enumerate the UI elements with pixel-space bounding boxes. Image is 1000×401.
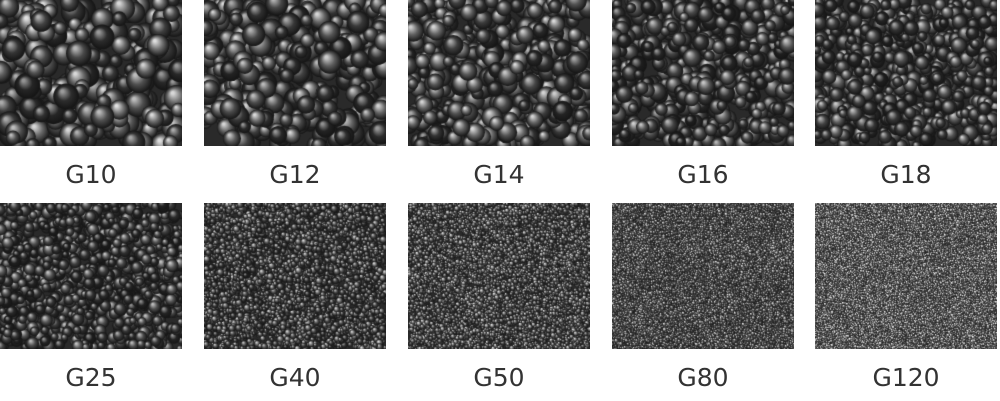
- grit-sample: G80: [612, 203, 794, 392]
- grit-sample-photo: [612, 203, 794, 349]
- grit-sample: G18: [815, 0, 997, 189]
- grit-sample-label: G14: [473, 160, 525, 189]
- grit-sample-photo: [612, 0, 794, 146]
- grit-sample-photo: [204, 0, 386, 146]
- grit-sample-photo: [204, 203, 386, 349]
- grit-sample: G120: [815, 203, 997, 392]
- grit-sample-label: G50: [473, 363, 525, 392]
- grit-sample-photo: [815, 0, 997, 146]
- grit-sample-photo: [408, 203, 590, 349]
- grit-sample-label: G10: [65, 160, 117, 189]
- grit-sample-photo: [0, 0, 182, 146]
- grit-sample: G16: [612, 0, 794, 189]
- grit-sample-label: G25: [65, 363, 117, 392]
- grit-sample-photo: [815, 203, 997, 349]
- grit-sample-label: G18: [880, 160, 932, 189]
- grit-sample: G14: [408, 0, 590, 189]
- grit-sample-photo: [408, 0, 590, 146]
- grit-sample: G50: [408, 203, 590, 392]
- grit-sample: G40: [204, 203, 386, 392]
- grit-sample-label: G120: [872, 363, 940, 392]
- grit-sample-label: G80: [677, 363, 729, 392]
- grit-sample: G10: [0, 0, 182, 189]
- grit-sample: G12: [204, 0, 386, 189]
- grit-sample-label: G12: [269, 160, 321, 189]
- grit-sample-photo: [0, 203, 182, 349]
- grit-sample-label: G40: [269, 363, 321, 392]
- grit-sample: G25: [0, 203, 182, 392]
- grit-sample-label: G16: [677, 160, 729, 189]
